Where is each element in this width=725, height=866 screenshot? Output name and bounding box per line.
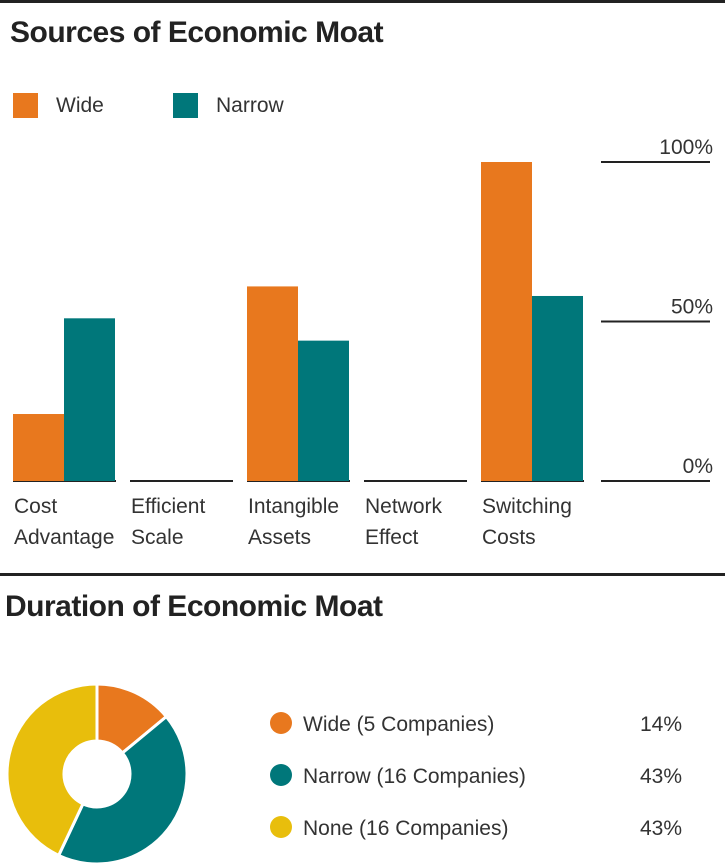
donut-legend-value-none: 43% — [640, 817, 682, 840]
legend-label-wide: Wide — [56, 94, 104, 117]
y-tick-label-0: 0% — [683, 455, 713, 478]
category-label-cost-advantage-line1: Cost — [14, 495, 57, 518]
donut-legend-label-wide: Wide (5 Companies) — [303, 713, 494, 736]
category-label-switching-costs-line1: Switching — [482, 495, 572, 518]
category-label-efficient-scale-line1: Efficient — [131, 495, 205, 518]
donut-slice-none — [5, 682, 99, 858]
duration-title: Duration of Economic Moat — [5, 590, 383, 623]
donut-legend-label-narrow: Narrow (16 Companies) — [303, 765, 526, 788]
sources-title: Sources of Economic Moat — [10, 16, 384, 49]
category-label-switching-costs-line2: Costs — [482, 526, 536, 549]
middle-rule — [0, 573, 725, 576]
donut-legend-label-none: None (16 Companies) — [303, 817, 508, 840]
bar-wide-intangible-assets — [247, 286, 298, 481]
donut-legend-value-narrow: 43% — [640, 765, 682, 788]
category-label-intangible-assets-line1: Intangible — [248, 495, 339, 518]
donut-slice-narrow — [56, 714, 189, 866]
y-tick-label-50: 50% — [671, 296, 713, 319]
sources-bar-chart: Wide Narrow Cost Advantage Efficient Scale Int… — [13, 93, 713, 549]
donut-legend-value-wide: 14% — [640, 713, 682, 736]
donut-legend-dot-narrow — [270, 764, 292, 786]
bar-narrow-intangible-assets — [298, 340, 349, 481]
category-label-intangible-assets-line2: Assets — [248, 526, 311, 549]
category-label-network-effect-line2: Effect — [365, 526, 418, 549]
legend-label-narrow: Narrow — [216, 94, 285, 117]
bar-wide-cost-advantage — [13, 414, 64, 481]
duration-donut-chart: Wide (5 Companies) 14% Narrow (16 Companie… — [5, 682, 682, 866]
donut-legend-dot-wide — [270, 712, 292, 734]
top-rule — [0, 0, 725, 3]
bar-wide-switching-costs — [481, 162, 532, 481]
category-label-cost-advantage-line2: Advantage — [14, 526, 114, 549]
y-tick-label-100: 100% — [659, 136, 713, 159]
category-label-network-effect-line1: Network — [365, 495, 443, 518]
category-label-efficient-scale-line2: Scale — [131, 526, 184, 549]
donut-legend-dot-none — [270, 816, 292, 838]
bar-narrow-switching-costs — [532, 295, 583, 481]
legend-swatch-wide — [13, 93, 38, 118]
legend-swatch-narrow — [173, 93, 198, 118]
bar-narrow-cost-advantage — [64, 318, 115, 481]
